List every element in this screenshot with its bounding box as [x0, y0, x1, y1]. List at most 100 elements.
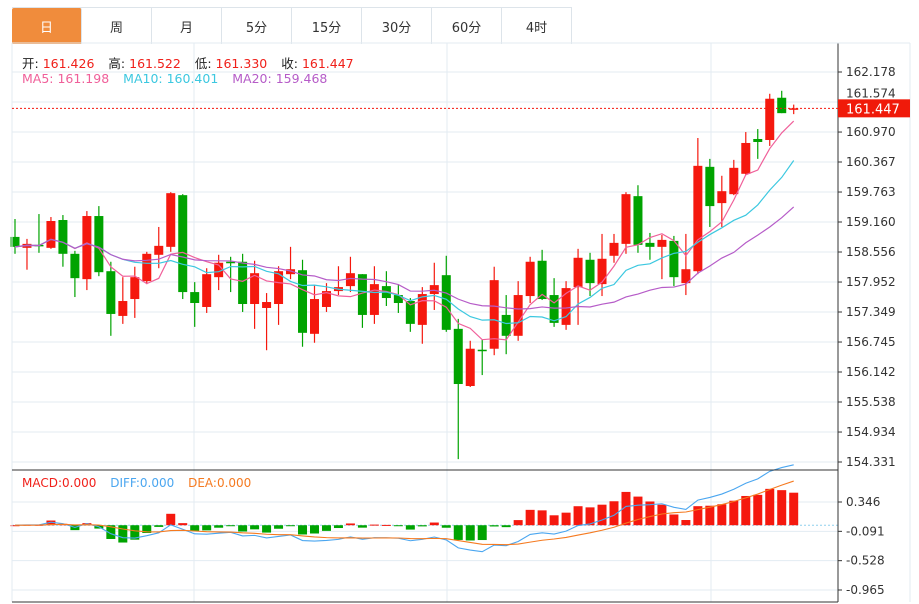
candle-body	[597, 258, 607, 285]
candle-body	[537, 260, 547, 300]
candle-body	[10, 236, 20, 247]
candle-body	[298, 270, 308, 333]
candle-body	[94, 216, 104, 273]
macd-bar	[202, 525, 212, 531]
price-tick-label: 161.574	[846, 86, 896, 100]
candle-body	[453, 328, 463, 385]
candle-body	[609, 242, 619, 256]
candle-body	[166, 193, 176, 247]
candle-body	[645, 242, 655, 247]
macd-bar	[633, 496, 643, 526]
candle-body	[357, 274, 367, 315]
candle-body	[441, 275, 451, 330]
candle-body	[501, 314, 511, 336]
macd-bar	[693, 506, 703, 526]
price-tick-label: 154.331	[846, 455, 896, 469]
macd-bar	[705, 505, 715, 526]
candle-body	[717, 191, 727, 204]
macd-bar	[333, 525, 343, 529]
macd-bar	[178, 523, 188, 526]
moving-averages	[14, 120, 795, 341]
macd-bar	[549, 515, 559, 526]
tab-15min[interactable]: 15分	[292, 8, 362, 44]
macd-tick-label: -0.528	[846, 554, 885, 568]
price-tick-label: 156.745	[846, 335, 896, 349]
candle-body	[58, 220, 68, 254]
macd-bar	[286, 525, 296, 527]
candles	[10, 90, 799, 460]
low-label: 低:	[194, 56, 212, 71]
candle-body	[525, 261, 535, 297]
candle-body	[106, 271, 116, 314]
candle-body	[274, 271, 284, 305]
tab-5min[interactable]: 5分	[222, 8, 292, 44]
candle-body	[681, 269, 691, 284]
candle-body	[585, 259, 595, 284]
candle-body	[321, 291, 331, 307]
price-tick-label: 160.367	[846, 155, 896, 169]
candle-body	[262, 302, 272, 308]
macd-value: MACD:0.000	[22, 476, 97, 490]
macd-bar	[609, 501, 619, 526]
tab-week[interactable]: 周	[82, 8, 152, 44]
candle-body	[657, 239, 667, 247]
open-value: 161.426	[42, 56, 95, 71]
macd-bar	[118, 525, 128, 543]
candle-body	[465, 348, 475, 387]
candle-body	[561, 288, 571, 325]
ohlc-info: 开: 161.426 高: 161.522 低: 161.330 收: 161.447	[22, 53, 364, 72]
candle-body	[82, 216, 92, 280]
ma-info: MA5: 161.198 MA10: 160.401 MA20: 159.468	[22, 71, 331, 86]
candle-body	[226, 261, 236, 264]
macd-bar	[429, 522, 439, 526]
candle-body	[345, 273, 355, 287]
macd-bar	[226, 525, 236, 527]
diff-line	[14, 464, 794, 553]
macd-bar	[477, 525, 487, 541]
macd-bar	[46, 520, 56, 526]
close-label: 收:	[281, 56, 298, 71]
macd-bar	[130, 525, 140, 540]
macd-bar	[789, 492, 799, 526]
candle-body	[489, 280, 499, 349]
tab-4hour[interactable]: 4时	[502, 8, 572, 44]
candle-body	[154, 245, 164, 255]
candle-body	[669, 240, 679, 278]
macd-bar	[106, 525, 116, 539]
macd-tick-label: -0.091	[846, 524, 885, 538]
macd-bar	[393, 525, 403, 527]
macd-bar	[453, 525, 463, 540]
candle-body	[573, 257, 583, 288]
current-price-tag	[838, 99, 910, 118]
tab-month[interactable]: 月	[152, 8, 222, 44]
macd-bar	[321, 525, 331, 531]
candle-body	[621, 194, 631, 244]
macd-bar	[501, 525, 511, 528]
candle-body	[429, 285, 439, 295]
low-value: 161.330	[215, 56, 268, 71]
ma20-value: MA20: 159.468	[232, 71, 328, 86]
candle-body	[789, 108, 799, 110]
macd-bar	[717, 504, 727, 526]
macd-bar	[681, 520, 691, 526]
axes: 162.178 161.574 160.970 160.367 159.763 159.1…	[11, 42, 911, 603]
macd-bar	[274, 525, 284, 529]
macd-bar	[250, 525, 260, 530]
tab-30min[interactable]: 30分	[362, 8, 432, 44]
macd-bar	[621, 491, 631, 526]
candle-body	[477, 349, 487, 352]
candle-body	[693, 165, 703, 272]
candle-body	[549, 295, 559, 323]
tab-day[interactable]: 日	[12, 8, 82, 44]
macd-bar	[10, 525, 20, 527]
price-tick-label: 159.763	[846, 185, 896, 199]
ma20-line	[14, 206, 795, 310]
candle-body	[142, 253, 152, 282]
candle-body	[190, 292, 200, 304]
tab-60min[interactable]: 60分	[432, 8, 502, 44]
grid	[12, 43, 838, 602]
macd-bar	[597, 504, 607, 526]
candle-body	[250, 273, 260, 305]
price-tick-label: 162.178	[846, 65, 896, 79]
